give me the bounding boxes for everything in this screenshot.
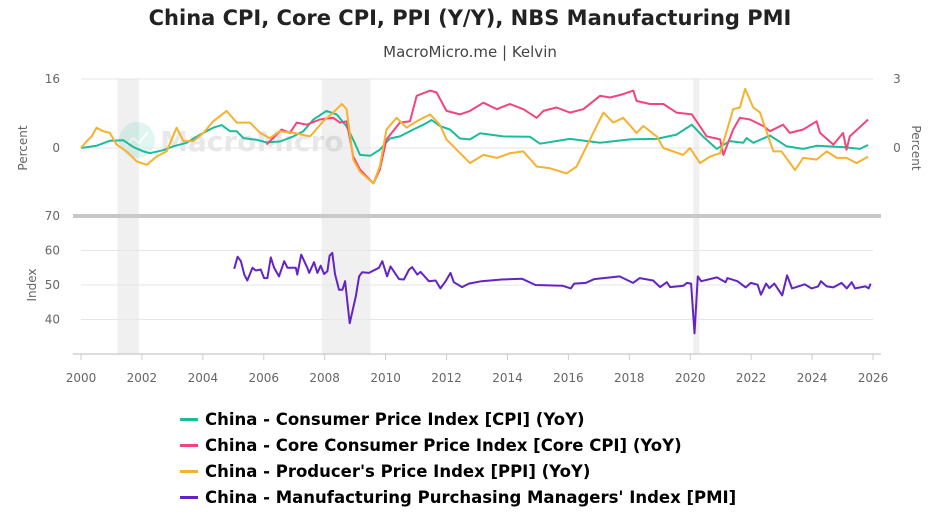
x-tick-label: 2026 xyxy=(858,371,889,385)
x-tick-label: 2002 xyxy=(127,371,158,385)
legend-item[interactable]: China - Core Consumer Price Index [Core … xyxy=(180,432,736,458)
legend-label: China - Core Consumer Price Index [Core … xyxy=(205,435,682,455)
legend-swatch xyxy=(180,417,198,421)
legend-label: China - Producer's Price Index [PPI] (Yo… xyxy=(205,461,591,481)
x-tick-label: 2024 xyxy=(797,371,828,385)
legend-swatch xyxy=(180,495,198,499)
series-line-1 xyxy=(265,89,869,185)
x-tick-label: 2008 xyxy=(309,371,340,385)
x-tick-label: 2004 xyxy=(188,371,219,385)
right-y-tick-label: 3 xyxy=(893,72,901,86)
x-tick-label: 2006 xyxy=(248,371,279,385)
chart-title: China CPI, Core CPI, PPI (Y/Y), NBS Manu… xyxy=(148,6,792,30)
x-tick-label: 2012 xyxy=(431,371,462,385)
legend-swatch xyxy=(180,469,198,473)
right-y-tick-label: 0 xyxy=(893,141,901,155)
legend-swatch xyxy=(180,443,198,447)
x-tick-label: 2016 xyxy=(553,371,584,385)
x-tick-label: 2018 xyxy=(614,371,645,385)
y-tick-label: 60 xyxy=(45,244,60,258)
y-tick-label: 16 xyxy=(45,72,60,86)
legend-item[interactable]: China - Manufacturing Purchasing Manager… xyxy=(180,484,736,510)
legend-item[interactable]: China - Producer's Price Index [PPI] (Yo… xyxy=(180,458,736,484)
chart-subtitle: MacroMicro.me | Kelvin xyxy=(383,43,557,61)
right-y-axis-label: Percent xyxy=(909,125,923,170)
x-tick-label: 2022 xyxy=(736,371,767,385)
y-tick-label: 70 xyxy=(45,209,60,223)
y-axis-label: Index xyxy=(25,268,39,301)
series-line-2 xyxy=(80,87,869,185)
y-tick-label: 0 xyxy=(52,141,60,155)
x-tick-label: 2010 xyxy=(370,371,401,385)
x-tick-label: 2000 xyxy=(66,371,97,385)
legend-label: China - Manufacturing Purchasing Manager… xyxy=(205,487,737,507)
y-tick-label: 40 xyxy=(45,313,60,327)
series-line-3 xyxy=(233,251,872,335)
legend: China - Consumer Price Index [CPI] (YoY)… xyxy=(180,406,736,510)
legend-item[interactable]: China - Consumer Price Index [CPI] (YoY) xyxy=(180,406,736,432)
y-axis-label: Percent xyxy=(16,125,30,170)
legend-label: China - Consumer Price Index [CPI] (YoY) xyxy=(205,409,585,429)
y-tick-label: 50 xyxy=(45,278,60,292)
x-tick-label: 2014 xyxy=(492,371,523,385)
x-tick-label: 2020 xyxy=(675,371,706,385)
